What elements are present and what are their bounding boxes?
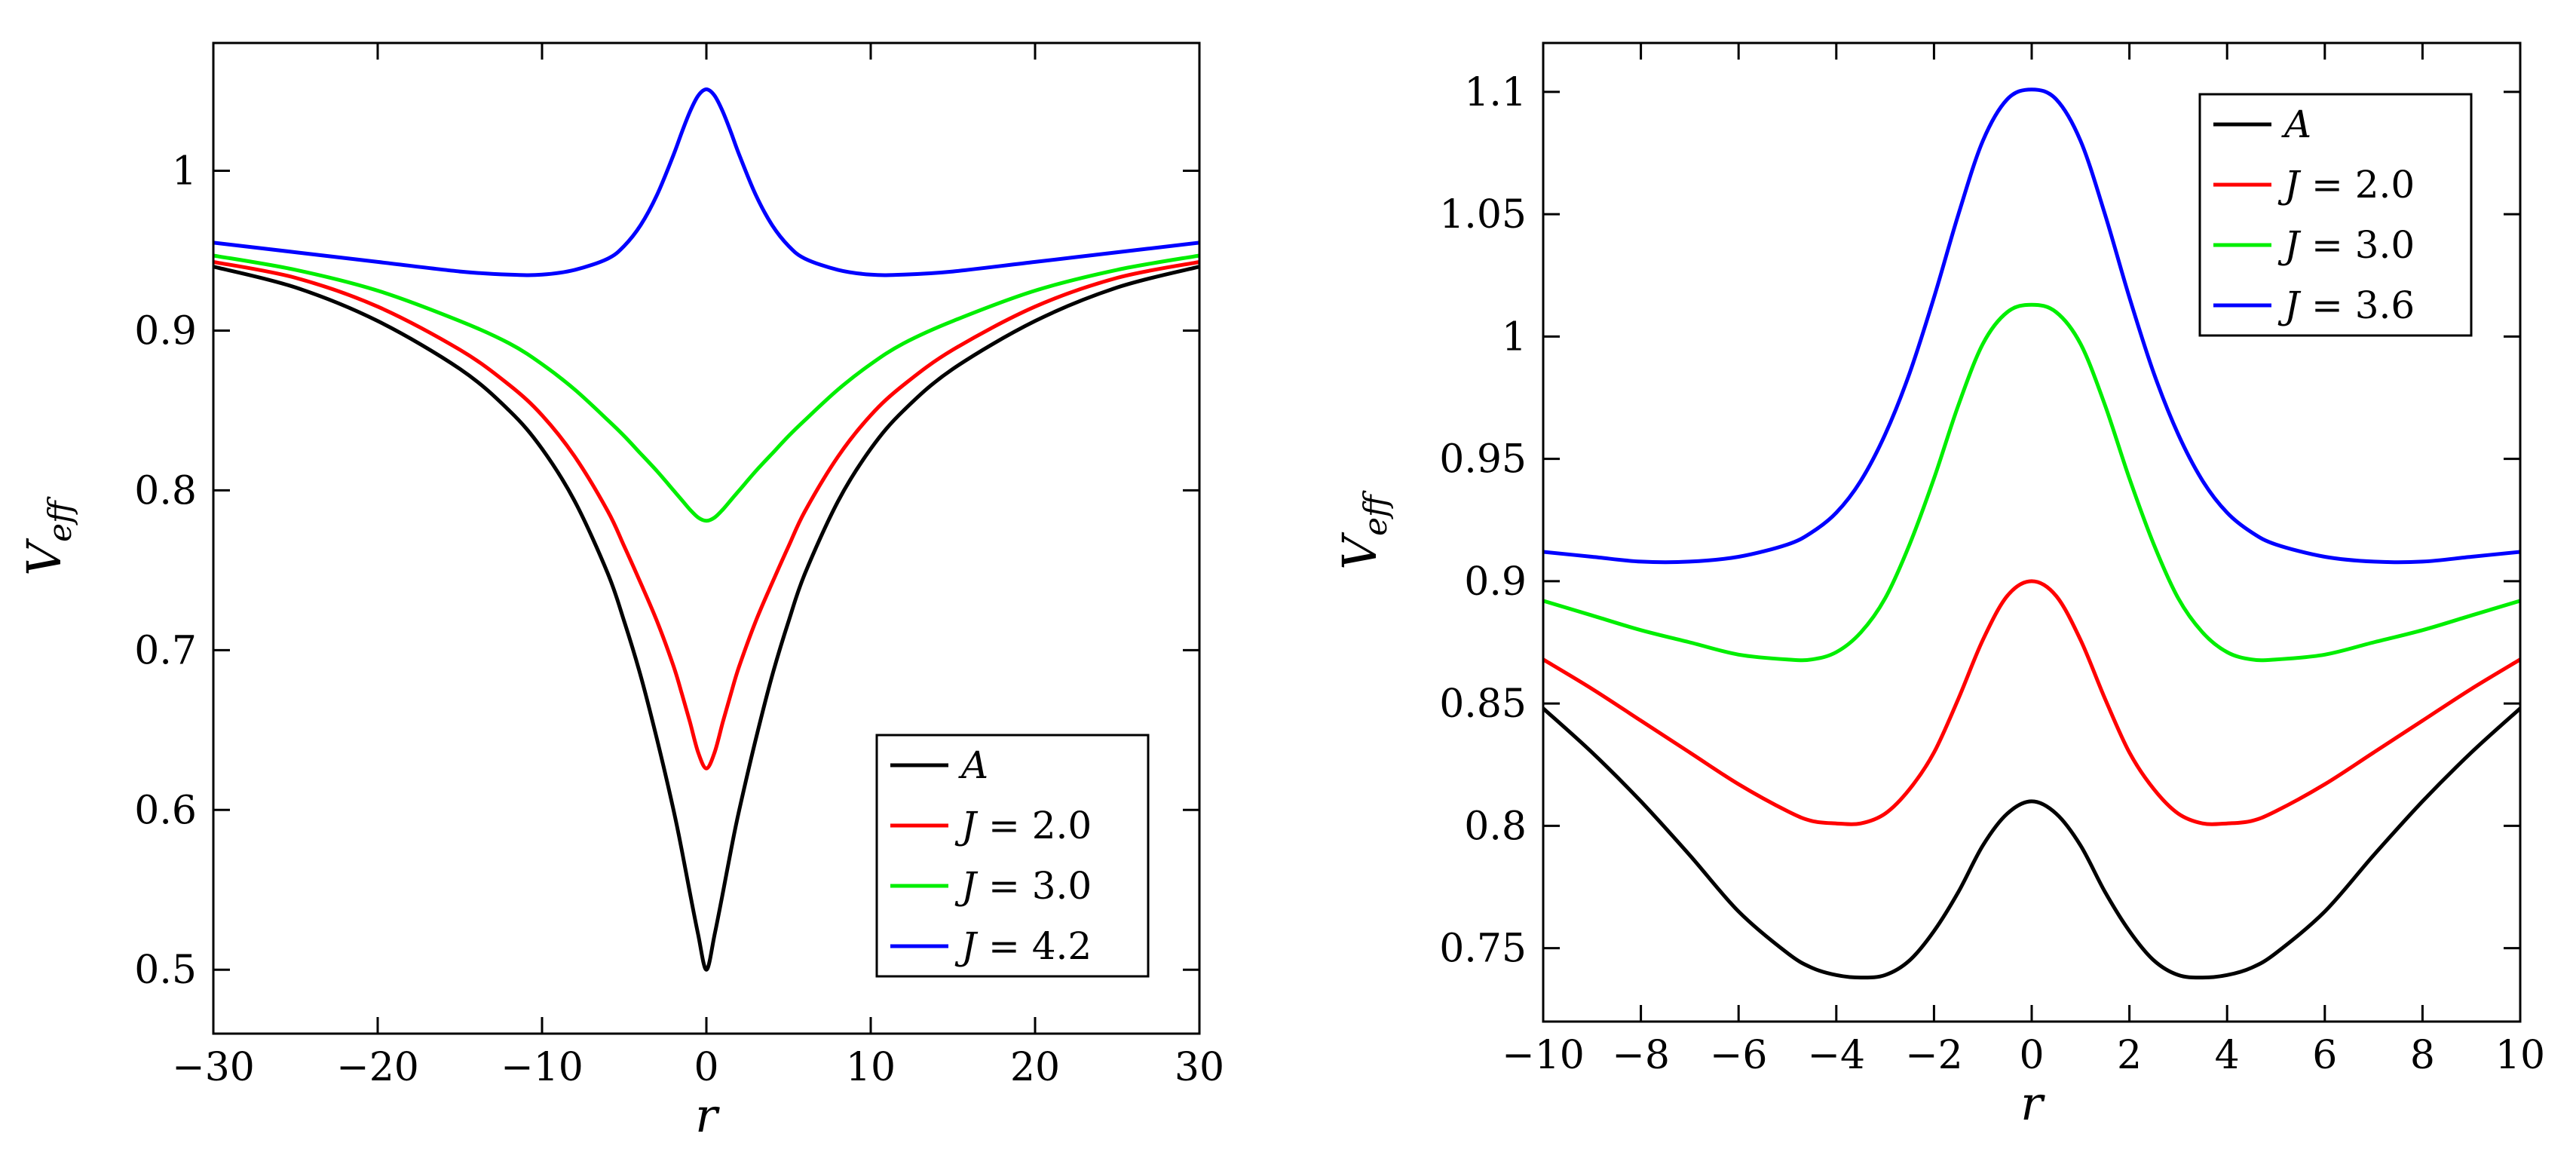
x-tick-label: −10 xyxy=(501,1045,584,1090)
series-line-3 xyxy=(213,87,1199,277)
y-axis-label-main: V xyxy=(1332,532,1387,570)
legend-entry-0: A xyxy=(958,743,988,787)
series-line-2 xyxy=(213,253,1199,523)
y-tick-label: 0.75 xyxy=(1439,927,1527,972)
x-tick-label: 0 xyxy=(694,1045,718,1090)
x-axis-label: r xyxy=(695,1088,720,1143)
x-tick-label: 20 xyxy=(1010,1045,1060,1090)
y-tick-label: 0.85 xyxy=(1439,682,1527,727)
legend-entry-2: J = 3.0 xyxy=(2277,223,2415,267)
x-tick-label: 4 xyxy=(2215,1033,2240,1078)
x-tick-label: 6 xyxy=(2312,1033,2337,1078)
series-line-0 xyxy=(1543,706,2520,980)
y-tick-label: 0.8 xyxy=(1464,804,1527,849)
series-line-2 xyxy=(1543,302,2520,663)
legend: A J = 2.0 J = 3.0 J = 3.6 xyxy=(2198,93,2473,337)
y-axis-label: Veff xyxy=(1332,490,1394,570)
y-tick-label: 1 xyxy=(1502,314,1527,360)
legend-entry-0: A xyxy=(2281,103,2311,146)
y-tick-label: 1 xyxy=(172,149,197,195)
x-tick-label: 10 xyxy=(2495,1033,2545,1078)
legend-box xyxy=(2198,93,2473,337)
y-tick-label: 0.9 xyxy=(134,308,197,354)
series-line-3 xyxy=(1543,87,2520,565)
y-tick-label: 0.7 xyxy=(134,628,197,673)
legend-entry-3: J = 3.6 xyxy=(2277,283,2415,327)
left-chart: −30 −20 −10 0 10 20 30 0.5 0.6 0.7 0.8 0.9 1 r Veff A J … xyxy=(17,41,1224,1143)
x-tick-label: 2 xyxy=(2117,1033,2142,1078)
y-tick-label: 0.8 xyxy=(134,468,197,513)
legend-entry-1: J = 2.0 xyxy=(2277,163,2415,207)
y-tick-label: 0.95 xyxy=(1439,437,1527,483)
x-tick-label: −10 xyxy=(1502,1033,1585,1078)
x-tick-label: −30 xyxy=(172,1045,255,1090)
legend-entry-value: = 2.0 xyxy=(976,804,1092,847)
legend-entry-var: A xyxy=(2281,103,2311,146)
legend: A J = 2.0 J = 3.0 J = 4.2 xyxy=(875,734,1150,978)
x-tick-label: 30 xyxy=(1175,1045,1224,1090)
y-axis-label-subscript: eff xyxy=(1357,490,1394,536)
x-tick-label: 0 xyxy=(2019,1033,2044,1078)
series-line-1 xyxy=(1543,579,2520,826)
y-tick-label: 0.9 xyxy=(1464,559,1527,605)
x-axis-label: r xyxy=(2020,1076,2045,1131)
x-tick-label: −2 xyxy=(1905,1033,1963,1078)
y-tick-label: 0.5 xyxy=(134,948,197,993)
legend-entry-var: A xyxy=(958,743,988,787)
legend-box xyxy=(875,734,1150,978)
x-tick-label: 10 xyxy=(846,1045,896,1090)
legend-entry-1: J = 2.0 xyxy=(954,804,1092,847)
legend-entry-value: = 3.0 xyxy=(976,864,1092,908)
y-tick-label: 0.6 xyxy=(134,788,197,833)
legend-entry-value: = 2.0 xyxy=(2299,163,2415,207)
x-tick-label: −20 xyxy=(336,1045,419,1090)
right-chart: −10 −8 −6 −4 −2 0 2 4 6 8 10 0.75 0.8 0.85 0.9 0.95 1 1.0… xyxy=(1332,41,2545,1131)
x-tick-label: −6 xyxy=(1710,1033,1768,1078)
y-tick-label: 1.05 xyxy=(1439,192,1527,237)
legend-entry-value: = 4.2 xyxy=(976,924,1092,968)
legend-entry-2: J = 3.0 xyxy=(954,864,1092,908)
y-axis-label-subscript: eff xyxy=(41,496,78,542)
series-line-0 xyxy=(213,265,1199,972)
legend-entry-value: = 3.0 xyxy=(2299,223,2415,267)
x-tick-label: 8 xyxy=(2410,1033,2435,1078)
legend-entry-value: = 3.6 xyxy=(2299,283,2415,327)
series-line-1 xyxy=(213,259,1199,771)
y-axis-label: Veff xyxy=(17,496,78,576)
x-tick-label: −8 xyxy=(1612,1033,1670,1078)
y-tick-label: 1.1 xyxy=(1464,70,1527,115)
y-axis-label-main: V xyxy=(17,538,72,576)
legend-entry-3: J = 4.2 xyxy=(954,924,1092,968)
x-tick-label: −4 xyxy=(1807,1033,1865,1078)
